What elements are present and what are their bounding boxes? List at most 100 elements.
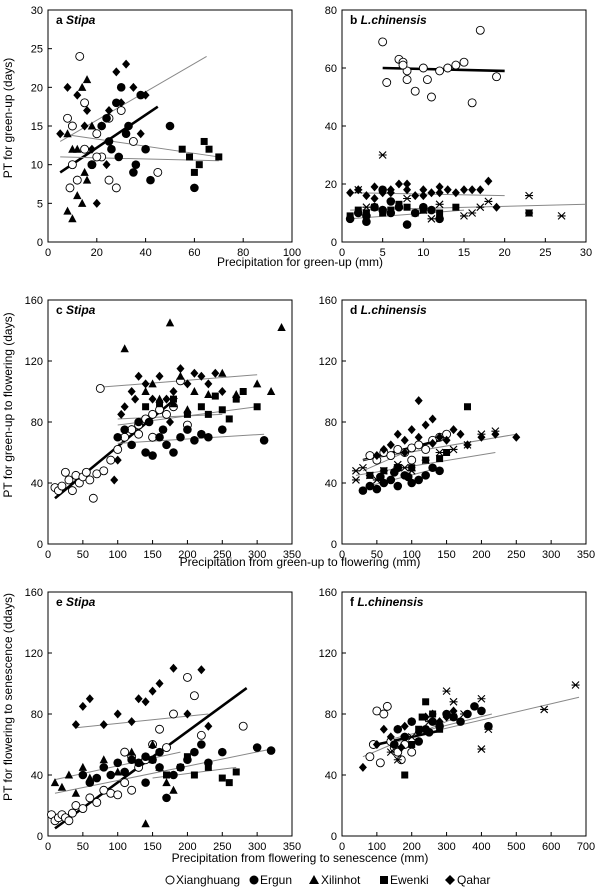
fit-line bbox=[59, 55, 207, 142]
point-xilinhot bbox=[162, 778, 171, 787]
point-qahar bbox=[379, 444, 388, 454]
point-ergun bbox=[127, 755, 136, 765]
panel-species: L.chinensis bbox=[361, 13, 427, 27]
point-qahar bbox=[451, 188, 460, 198]
point-xianghuang bbox=[116, 106, 126, 115]
point-ergun bbox=[116, 83, 126, 92]
legend-item-qahar: Qahar bbox=[445, 873, 490, 887]
point-qahar bbox=[428, 414, 437, 424]
point-xianghuang bbox=[153, 167, 163, 177]
x-tick-label: 0 bbox=[339, 549, 345, 561]
point-qahar bbox=[87, 144, 96, 154]
point-xianghuang bbox=[72, 175, 82, 185]
point-xilinhot bbox=[50, 778, 60, 787]
point-qahar bbox=[117, 409, 126, 419]
panel-a: 0 20 40 60 80 100 0 5 10 15 20 25 30 a Stipa bbox=[31, 5, 301, 259]
point-qahar bbox=[92, 198, 101, 208]
point-xianghuang bbox=[113, 790, 123, 800]
x-tick-label: 300 bbox=[248, 841, 266, 853]
point-ergun bbox=[183, 425, 192, 434]
point-ergun bbox=[134, 758, 143, 768]
point-xilinhot bbox=[218, 368, 227, 377]
point-ewenki bbox=[183, 410, 191, 418]
point-ewenki bbox=[215, 153, 223, 161]
point-ergun bbox=[421, 471, 430, 480]
point-ewenki bbox=[190, 771, 198, 779]
point-qahar bbox=[414, 727, 423, 737]
point-xianghuang bbox=[106, 455, 116, 465]
x-tick-label: 300 bbox=[542, 549, 560, 561]
point-xilinhot bbox=[477, 745, 486, 753]
panel-title: a Stipa bbox=[56, 13, 96, 27]
point-qahar bbox=[63, 82, 72, 92]
point-xianghuang bbox=[196, 730, 206, 740]
legend-label-ewenki: Ewenki bbox=[390, 873, 429, 887]
x-tick-label: 250 bbox=[213, 841, 231, 853]
point-qahar bbox=[129, 82, 138, 92]
point-ergun bbox=[204, 432, 213, 442]
point-xilinhot bbox=[266, 387, 276, 395]
point-ewenki bbox=[463, 403, 471, 411]
point-xilinhot bbox=[372, 476, 381, 484]
point-ewenki bbox=[408, 741, 416, 748]
point-qahar bbox=[372, 451, 381, 461]
y-tick-label: 80 bbox=[325, 417, 337, 429]
x-tick-label: 0 bbox=[339, 247, 345, 259]
point-qahar bbox=[218, 387, 227, 396]
x-tick-label: 200 bbox=[472, 549, 490, 561]
point-xilinhot bbox=[252, 379, 262, 388]
point-xianghuang bbox=[365, 451, 375, 460]
y-tick-label: 20 bbox=[31, 82, 43, 94]
point-ergun bbox=[424, 728, 434, 737]
point-qahar bbox=[113, 455, 122, 465]
y-tick-label: 80 bbox=[31, 709, 43, 721]
point-xianghuang bbox=[398, 60, 408, 70]
y-tick-label: 15 bbox=[31, 121, 43, 133]
point-xilinhot bbox=[477, 694, 486, 703]
ylabel-row3: PT for flowering to senescence (ddays) bbox=[1, 593, 15, 801]
x-tick-label: 500 bbox=[507, 841, 525, 853]
point-xianghuang bbox=[382, 701, 392, 711]
x-tick-label: 30 bbox=[580, 247, 592, 259]
point-ewenki bbox=[436, 725, 444, 733]
point-xianghuang bbox=[467, 98, 477, 108]
point-xianghuang bbox=[95, 384, 105, 393]
point-xilinhot bbox=[82, 75, 92, 84]
point-ewenki bbox=[387, 206, 395, 214]
panel-title: f L.chinensis bbox=[350, 595, 424, 609]
x-tick-label: 100 bbox=[283, 247, 301, 259]
point-xianghuang bbox=[88, 493, 98, 503]
point-xilinhot bbox=[277, 322, 286, 331]
point-ergun bbox=[141, 144, 150, 154]
point-ergun bbox=[362, 217, 371, 226]
point-xilinhot bbox=[57, 782, 67, 791]
point-ergun bbox=[104, 137, 114, 146]
point-qahar bbox=[346, 188, 355, 198]
point-qahar bbox=[421, 420, 430, 430]
point-xilinhot bbox=[64, 770, 74, 779]
point-xianghuang bbox=[104, 175, 114, 185]
point-xianghuang bbox=[475, 25, 485, 35]
point-qahar bbox=[394, 179, 403, 189]
point-qahar bbox=[113, 709, 122, 719]
point-xilinhot bbox=[403, 194, 412, 203]
point-ewenki bbox=[422, 698, 430, 706]
x-tick-label: 20 bbox=[499, 247, 511, 259]
point-xianghuang bbox=[435, 66, 445, 76]
point-ergun bbox=[403, 472, 413, 482]
point-qahar bbox=[403, 185, 412, 195]
point-xilinhot bbox=[468, 209, 477, 217]
point-ewenki bbox=[218, 406, 226, 414]
point-qahar bbox=[414, 396, 423, 406]
point-xilinhot bbox=[460, 710, 468, 718]
point-xilinhot bbox=[113, 767, 122, 776]
legend-label-xianghuang: Xianghuang bbox=[176, 873, 240, 887]
point-qahar bbox=[141, 90, 150, 100]
point-xianghuang bbox=[182, 672, 192, 682]
point-qahar bbox=[492, 202, 501, 212]
y-tick-label: 160 bbox=[25, 295, 43, 307]
point-ewenki bbox=[142, 403, 150, 411]
plot-frame bbox=[341, 299, 587, 545]
point-xianghuang bbox=[414, 440, 424, 450]
point-ergun bbox=[114, 152, 124, 162]
